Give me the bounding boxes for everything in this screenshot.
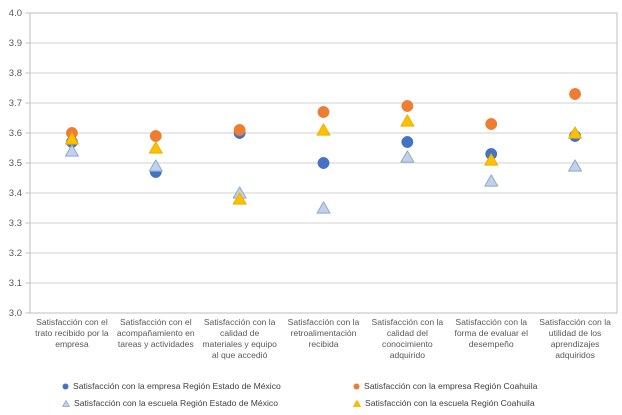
data-point-series-1 [569,88,582,100]
plot-area: 3.0 3.1 3.2 3.3 3.4 3.5 3.6 3.7 3.8 3.9 4.0 [9,8,618,318]
data-point-series-1 [317,106,330,118]
legend-circle-icon [353,383,360,390]
legend-item: Satisfacción con la empresa Región Coahu… [353,380,537,392]
legend-label: Satisfacción con la escuela Región Coahu… [365,398,535,408]
x-axis-category-label: Satisfacción con el acompañamiento en ta… [116,317,195,349]
legend-item: Satisfacción con la empresa Región Estad… [62,380,281,392]
y-axis-tick-label: 3.4 [9,188,22,199]
x-axis-labels: Satisfacción con el trato recibido por l… [30,317,617,361]
legend-item: Satisfacción con la escuela Región Estad… [61,397,278,409]
y-axis-tick-label: 3.3 [9,218,22,229]
data-point-series-3 [400,114,415,127]
legend-triangle-icon [352,399,362,407]
y-axis-tick-label: 3.5 [9,158,22,169]
legend-triangle-icon [61,399,71,407]
data-point-series-0 [401,136,414,148]
y-axis-tick-label: 3.2 [9,248,22,259]
x-axis-category-label: Satisfacción con la forma de evaluar el … [454,317,529,349]
data-point-series-2 [484,174,499,187]
legend-label: Satisfacción con la empresa Región Estad… [73,381,281,391]
data-point-series-2 [148,159,163,172]
legend-label: Satisfacción con la empresa Región Coahu… [364,381,538,391]
data-point-series-3 [148,141,163,154]
x-axis-category-label: Satisfacción con la utilidad de los apre… [539,317,611,360]
data-point-series-1 [233,124,246,136]
x-axis-category-label: Satisfacción con el trato recibido por l… [35,317,109,349]
data-point-series-1 [485,118,498,130]
y-axis-tick-label: 3.1 [9,278,22,289]
data-point-series-3 [64,132,79,145]
data-point-series-2 [316,201,331,214]
x-axis-category-label: Satisfacción con la calidad del conocimi… [371,317,444,360]
legend-circle-icon [62,383,69,390]
data-point-series-3 [316,123,331,136]
y-axis-tick-label: 4.0 [9,8,22,19]
plot-border [29,12,618,314]
y-axis-tick-label: 3.9 [9,38,22,49]
data-point-series-2 [400,150,415,163]
data-point-series-1 [149,130,162,142]
x-axis-category-label: Satisfacción con la calidad de materiale… [202,317,277,360]
x-axis-category-label: Satisfacción con la retroalimentación re… [287,317,360,349]
data-point-series-0 [317,157,330,169]
y-axis-tick-label: 3.7 [9,98,22,109]
data-point-series-3 [484,153,499,166]
data-point-series-2 [64,144,79,157]
legend-label: Satisfacción con la escuela Región Estad… [74,398,278,408]
data-point-series-2 [568,159,583,172]
data-point-series-3 [232,192,247,205]
legend-item: Satisfacción con la escuela Región Coahu… [352,397,535,409]
y-axis-tick-label: 3.6 [9,128,22,139]
data-point-series-3 [568,126,583,139]
y-axis-tick-label: 3.8 [9,68,22,79]
data-point-series-1 [401,100,414,112]
y-axis-tick-label: 3.0 [9,308,22,318]
